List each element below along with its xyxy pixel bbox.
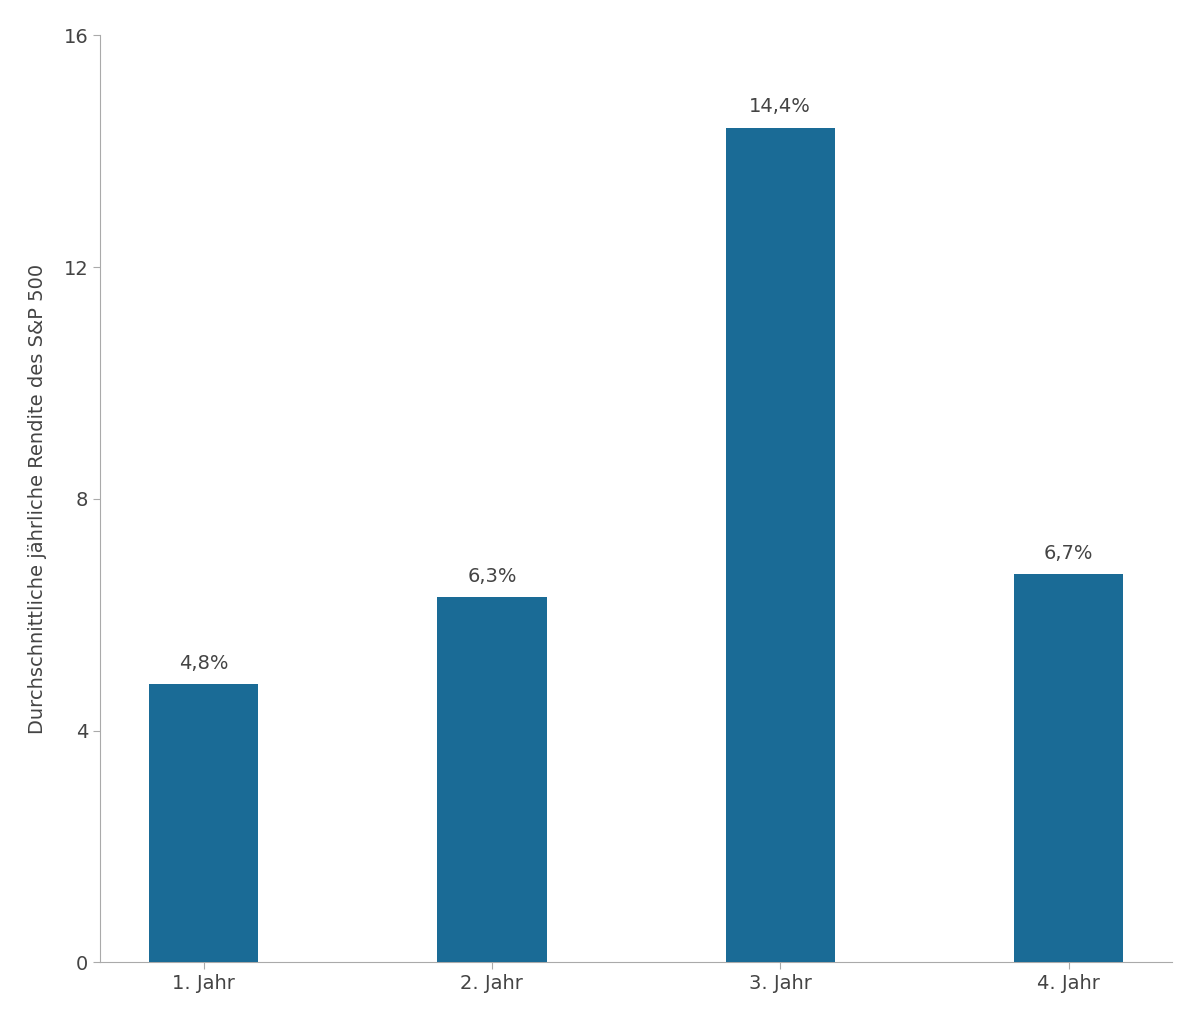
Y-axis label: Durchschnittliche jährliche Rendite des S&P 500: Durchschnittliche jährliche Rendite des … (28, 263, 47, 734)
Bar (437, 597, 547, 963)
Bar (1014, 574, 1123, 963)
Text: 6,3%: 6,3% (467, 567, 517, 586)
Bar (726, 128, 835, 963)
Text: 4,8%: 4,8% (179, 653, 228, 673)
Bar (149, 684, 258, 963)
Text: 6,7%: 6,7% (1044, 543, 1093, 563)
Text: 14,4%: 14,4% (749, 97, 811, 116)
